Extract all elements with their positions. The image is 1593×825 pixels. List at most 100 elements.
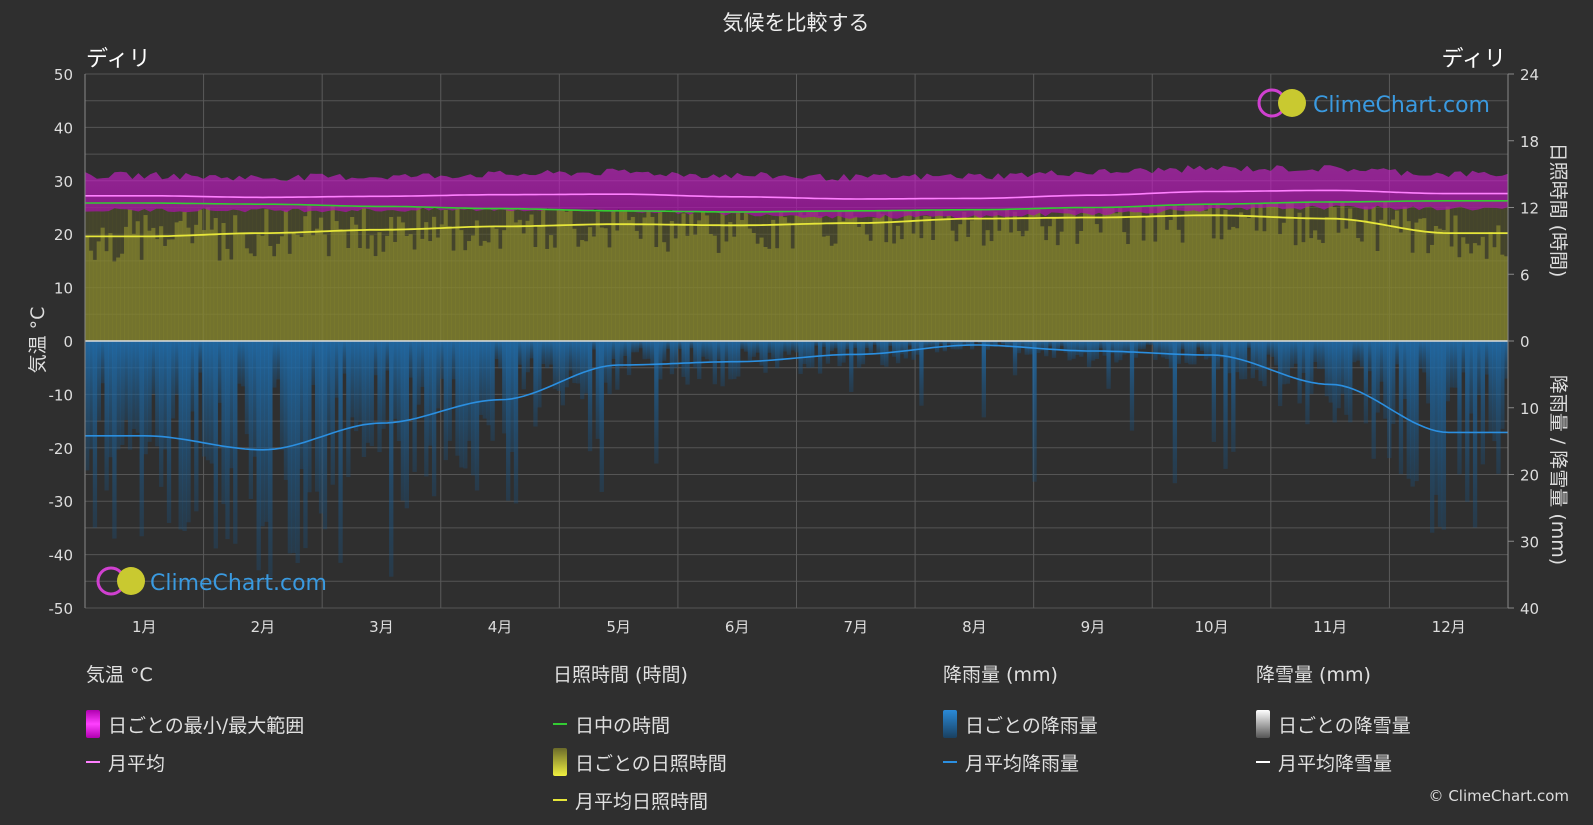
sunshine-bar xyxy=(899,239,905,341)
sunshine-bar xyxy=(829,245,834,341)
sunshine-bar xyxy=(1071,210,1076,341)
sunshine-bar xyxy=(494,228,499,341)
sunshine-bar xyxy=(1340,201,1345,341)
rain-bar xyxy=(638,341,643,349)
sunshine-bar xyxy=(895,225,901,341)
legend-label: 日ごとの降雨量 xyxy=(965,714,1098,737)
sunshine-bar xyxy=(470,235,476,341)
sunshine-bar xyxy=(338,229,343,341)
sunshine-bar xyxy=(1313,230,1318,341)
sunshine-bar xyxy=(1430,244,1435,341)
rain-bar xyxy=(470,341,476,476)
sunshine-bar xyxy=(775,248,780,341)
sunshine-bar xyxy=(1328,201,1333,341)
y-left-tick: 10 xyxy=(54,280,73,298)
x-tick: 2月 xyxy=(251,618,276,636)
sunshine-bar xyxy=(1332,207,1337,341)
rain-bar xyxy=(868,341,873,355)
sunshine-bar xyxy=(256,234,261,341)
y-right-top-label: 日照時間 (時間) xyxy=(1547,143,1569,278)
sunshine-bar xyxy=(1433,225,1439,341)
rain-bar xyxy=(1196,341,1201,348)
y-left-tick: 20 xyxy=(54,226,73,244)
rain-bar xyxy=(303,341,308,549)
sunshine-bar xyxy=(541,209,546,341)
rain-bar xyxy=(225,341,230,540)
rain-bar xyxy=(739,341,745,349)
sunshine-bar xyxy=(962,211,967,341)
sunshine-bar xyxy=(151,227,156,341)
sunshine-bar xyxy=(1110,207,1115,341)
sunshine-avg-line xyxy=(85,214,1508,238)
sunshine-bar xyxy=(1200,204,1205,341)
sunshine-bar xyxy=(1410,252,1415,341)
rain-bar xyxy=(724,341,729,361)
rain-bar xyxy=(981,341,986,418)
rain-bar xyxy=(716,341,721,360)
legend-item: 日ごとの最小/最大範囲 xyxy=(86,705,304,743)
y-right-tick: 12 xyxy=(1520,200,1539,218)
sunshine-bar xyxy=(907,210,912,341)
sunshine-bar xyxy=(1086,207,1092,341)
rain-bar xyxy=(1176,341,1181,364)
sunshine-bar xyxy=(1176,229,1181,341)
rain-bar xyxy=(120,341,125,445)
rain-bar xyxy=(767,341,772,353)
rain-bar xyxy=(186,341,191,523)
rain-bar xyxy=(919,341,924,406)
sunshine-bar xyxy=(517,219,523,341)
sunshine-bar xyxy=(1367,221,1372,341)
rain-bar xyxy=(771,341,776,359)
rain-bar xyxy=(233,341,238,544)
sunshine-bar xyxy=(248,253,254,341)
rain-bar xyxy=(665,341,671,349)
sunshine-bar xyxy=(603,228,608,341)
rain-bar xyxy=(1359,341,1365,367)
y-left-tick: 0 xyxy=(63,333,73,351)
rain-bar xyxy=(525,341,530,373)
sunshine-bar xyxy=(1457,257,1462,341)
rain-bar xyxy=(1180,341,1185,350)
sunshine-bar xyxy=(1090,207,1096,341)
sunshine-bar xyxy=(661,242,667,341)
sunshine-bar xyxy=(572,228,577,341)
sunshine-bar xyxy=(1067,209,1072,341)
sunshine-bar xyxy=(1258,203,1263,341)
sunshine-bar xyxy=(346,248,351,341)
legend-label: 日ごとの最小/最大範囲 xyxy=(108,714,305,737)
rain-bar xyxy=(377,341,382,453)
rain-bar xyxy=(1348,341,1353,423)
rain-bar xyxy=(794,341,799,353)
rain-bar xyxy=(778,341,784,361)
rain-bar xyxy=(1398,341,1404,474)
sunshine-bar xyxy=(123,226,129,341)
rain-bar xyxy=(876,341,881,354)
sunshine-avg-swatch xyxy=(553,799,567,801)
rain-bar xyxy=(1504,341,1509,379)
rain-bar xyxy=(1379,341,1384,382)
sunshine-bar xyxy=(213,218,218,341)
rain-bar xyxy=(1391,341,1396,424)
rain-bar xyxy=(884,341,889,367)
sunshine-bar xyxy=(404,235,409,341)
rain-bar xyxy=(478,341,484,415)
sunshine-bar xyxy=(1207,204,1213,341)
sunshine-bar xyxy=(1484,258,1489,341)
sunshine-bar xyxy=(1320,243,1326,341)
rain-bar xyxy=(299,341,304,469)
sunshine-bar xyxy=(357,247,363,341)
rain-bar xyxy=(1200,341,1205,351)
rain-bar xyxy=(412,341,417,472)
rain-bar xyxy=(782,341,788,352)
sunshine-bar xyxy=(264,209,269,341)
sunshine-bar xyxy=(732,236,737,341)
sunshine-bar xyxy=(755,243,760,341)
rain-bar xyxy=(1426,341,1431,404)
rain-bar xyxy=(1289,341,1294,368)
rain-bar xyxy=(443,341,448,461)
rain-bar xyxy=(127,341,133,450)
sunshine-bar xyxy=(369,235,374,341)
sunshine-bar xyxy=(1211,238,1217,341)
sunshine-bar xyxy=(178,220,183,341)
rain-bar xyxy=(123,341,129,421)
